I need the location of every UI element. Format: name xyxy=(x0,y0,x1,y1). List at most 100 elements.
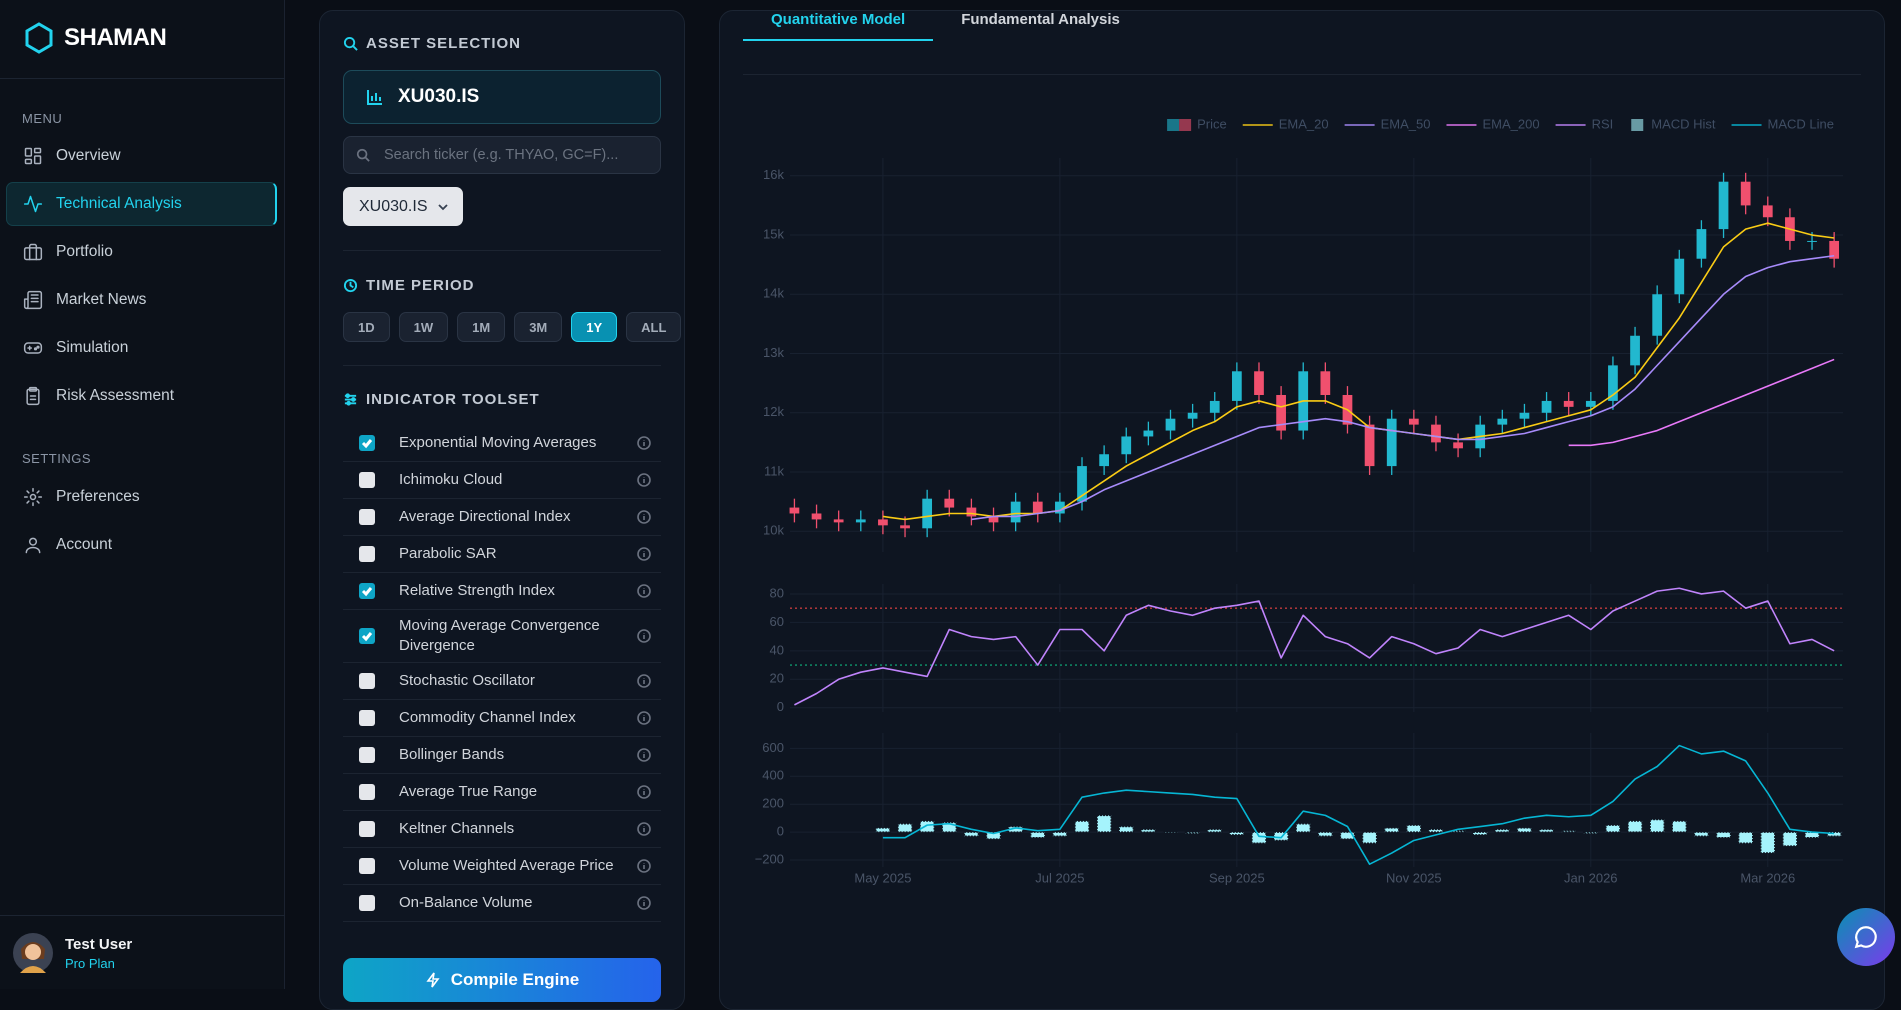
menu-label: Account xyxy=(56,536,113,553)
info-icon[interactable] xyxy=(637,674,651,688)
menu-item[interactable]: Technical Analysis xyxy=(6,182,277,226)
section-heading: INDICATOR TOOLSET xyxy=(343,391,540,408)
indicator-label: Stochastic Oscillator xyxy=(399,672,535,689)
checkbox[interactable] xyxy=(359,858,375,874)
indicator-label: Exponential Moving Averages xyxy=(399,434,597,451)
menu-icon xyxy=(26,386,40,406)
chat-button[interactable] xyxy=(1837,908,1895,966)
indicator-label: Average True Range xyxy=(399,783,538,800)
search-icon xyxy=(356,148,370,162)
menu-item[interactable]: Preferences xyxy=(6,475,277,519)
period-button[interactable]: ALL xyxy=(626,312,682,342)
info-icon[interactable] xyxy=(637,711,651,725)
asset-dropdown[interactable]: XU030.IS xyxy=(343,187,463,226)
indicator-row: Average Directional Index xyxy=(343,499,661,536)
period-button[interactable]: 1M xyxy=(457,312,506,342)
heading-text: INDICATOR TOOLSET xyxy=(366,391,540,408)
indicator-row: Exponential Moving Averages xyxy=(343,425,661,462)
checkbox[interactable] xyxy=(359,583,375,599)
info-icon[interactable] xyxy=(637,896,651,910)
chart-icon xyxy=(367,90,382,105)
indicator-label: Commodity Channel Index xyxy=(399,709,576,726)
brand[interactable]: SHAMAN xyxy=(24,22,167,54)
info-icon[interactable] xyxy=(637,822,651,836)
selected-asset[interactable]: XU030.IS xyxy=(343,70,661,124)
menu: Overview Technical Analysis Portfolio Marke… xyxy=(6,134,277,418)
indicator-row: Parabolic SAR xyxy=(343,536,661,573)
menu-item[interactable]: Simulation xyxy=(6,326,277,370)
search-input[interactable]: Search ticker (e.g. THYAO, GC=F)... xyxy=(343,136,661,174)
heading-text: ASSET SELECTION xyxy=(366,35,522,52)
menu-item[interactable]: Overview xyxy=(6,134,277,178)
section-heading: ASSET SELECTION xyxy=(343,35,521,52)
indicator-row: Average True Range xyxy=(343,774,661,811)
info-icon[interactable] xyxy=(637,473,651,487)
avatar[interactable] xyxy=(13,933,53,973)
info-icon[interactable] xyxy=(637,859,651,873)
indicator-list: Exponential Moving Averages Ichimoku Clou… xyxy=(343,425,661,922)
menu-icon xyxy=(23,243,43,261)
chat-icon xyxy=(1854,926,1877,949)
checkbox[interactable] xyxy=(359,472,375,488)
menu-label: Risk Assessment xyxy=(56,387,175,404)
brand-name: SHAMAN xyxy=(64,24,167,51)
period-button[interactable]: 3M xyxy=(514,312,563,342)
menu-icon xyxy=(23,195,43,213)
compile-button[interactable]: Compile Engine xyxy=(343,958,661,1002)
sidebar: SHAMAN MENU Overview Technical Analysis Po… xyxy=(0,0,285,989)
menu-item[interactable]: Risk Assessment xyxy=(6,374,277,418)
menu-icon xyxy=(23,290,43,310)
checkbox[interactable] xyxy=(359,628,375,644)
period-button[interactable]: 1W xyxy=(398,312,449,342)
checkbox[interactable] xyxy=(359,821,375,837)
checkbox[interactable] xyxy=(359,673,375,689)
menu-icon xyxy=(23,487,43,507)
indicator-label: Keltner Channels xyxy=(399,820,515,837)
indicator-row: Relative Strength Index xyxy=(343,573,661,610)
checkbox[interactable] xyxy=(359,546,375,562)
chart-panel xyxy=(719,10,1885,1010)
indicator-row: Stochastic Oscillator xyxy=(343,663,661,700)
info-icon[interactable] xyxy=(637,547,651,561)
button-label: Compile Engine xyxy=(450,970,580,989)
indicator-label: Bollinger Bands xyxy=(399,746,505,763)
checkbox[interactable] xyxy=(359,710,375,726)
tab[interactable]: Fundamental Analysis xyxy=(961,11,1120,28)
info-icon[interactable] xyxy=(637,629,651,643)
indicator-row: Ichimoku Cloud xyxy=(343,462,661,499)
checkbox[interactable] xyxy=(359,784,375,800)
period-buttons: 1D 1W 1M 3M 1Y ALL xyxy=(343,312,682,342)
tab[interactable]: Quantitative Model xyxy=(743,0,934,41)
menu-item[interactable]: Portfolio xyxy=(6,230,277,274)
indicator-row: Keltner Channels xyxy=(343,811,661,848)
indicator-label: Volume Weighted Average Price xyxy=(399,857,614,874)
divider xyxy=(343,250,661,251)
period-button[interactable]: 1Y xyxy=(571,312,618,342)
info-icon[interactable] xyxy=(637,584,651,598)
indicator-label: Relative Strength Index xyxy=(399,582,555,599)
checkbox[interactable] xyxy=(359,435,375,451)
info-icon[interactable] xyxy=(637,510,651,524)
info-icon[interactable] xyxy=(637,748,651,762)
checkbox[interactable] xyxy=(359,747,375,763)
indicator-label: Parabolic SAR xyxy=(399,545,497,562)
control-panel xyxy=(319,10,685,1010)
user-name: Test User xyxy=(65,936,133,953)
menu-item[interactable]: Market News xyxy=(6,278,277,322)
menu-label: Market News xyxy=(56,291,147,308)
chevron xyxy=(438,203,449,210)
info-icon[interactable] xyxy=(637,436,651,450)
divider xyxy=(0,915,285,916)
indicator-label: Ichimoku Cloud xyxy=(399,471,503,488)
checkbox[interactable] xyxy=(359,895,375,911)
settings-menu: Preferences Account xyxy=(6,475,277,567)
menu-label: Technical Analysis xyxy=(56,195,182,212)
info-icon[interactable] xyxy=(637,785,651,799)
check-mark xyxy=(361,439,373,449)
indicator-row: On-Balance Volume xyxy=(343,885,661,922)
period-button[interactable]: 1D xyxy=(343,312,390,342)
menu-item[interactable]: Account xyxy=(6,523,277,567)
checkbox[interactable] xyxy=(359,509,375,525)
check-mark xyxy=(361,632,373,642)
